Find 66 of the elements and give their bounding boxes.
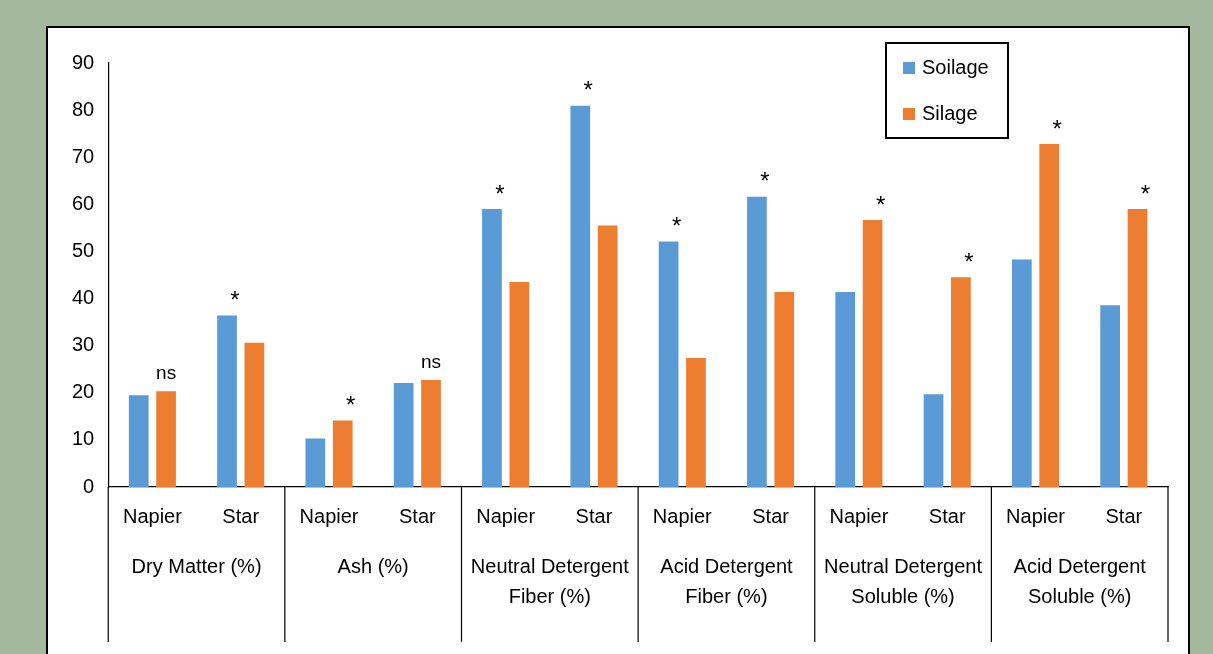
x-tick-label: Star [928, 504, 966, 527]
bar [570, 105, 591, 487]
x-tick-label: Napier [299, 504, 359, 527]
bar [597, 225, 618, 487]
text: Acid Detergent Soluble (%) [1013, 554, 1147, 607]
y-tick-label: 0 [83, 474, 95, 497]
y-tick-label: 20 [72, 380, 95, 403]
data-label: * [875, 190, 886, 218]
x-tick-label: Star [399, 504, 437, 527]
y-tick-label: 60 [72, 191, 95, 214]
data-label: * [1140, 179, 1151, 207]
data-label: ns [156, 362, 177, 384]
data-label: ns [420, 350, 442, 372]
bar [1011, 259, 1032, 487]
data-label: * [230, 286, 240, 314]
bar [862, 219, 883, 487]
text: Neutral Detergent Fiber (%) [470, 554, 630, 607]
bar [217, 315, 237, 487]
bar [1127, 209, 1148, 487]
bar [774, 291, 795, 487]
x-tick-label: Star [752, 504, 790, 527]
data-label: * [964, 247, 974, 275]
x-tick-label: Star [222, 504, 260, 527]
text: Ash (%) [337, 554, 409, 577]
bar [244, 342, 265, 487]
x-tick-label: Napier [122, 504, 183, 527]
bar [835, 291, 856, 487]
text: Neutral Detergent Soluble (%) [824, 554, 983, 607]
y-tick-label: 80 [72, 97, 95, 120]
bar [332, 420, 353, 487]
y-tick-label: 30 [72, 333, 95, 356]
bar [482, 209, 502, 487]
data-label: * [1052, 114, 1062, 142]
x-tick-label: Napier [1006, 504, 1066, 527]
x-tick-label: Star [1105, 504, 1143, 527]
bar [686, 357, 706, 487]
y-tick-label: 90 [72, 50, 95, 73]
bar [658, 241, 679, 487]
bar [747, 196, 767, 487]
x-tick-label: Napier [652, 504, 713, 527]
x-tick-label: Star [575, 504, 613, 527]
x-tick-label: Napier [829, 504, 889, 527]
bar [305, 438, 326, 487]
legend-label: Silage [922, 101, 978, 124]
y-tick-label: 50 [72, 238, 95, 261]
bar [1100, 305, 1121, 487]
bar [951, 277, 971, 487]
y-tick-label: 40 [72, 286, 95, 309]
bar [923, 394, 944, 487]
bar [509, 282, 530, 487]
bar [128, 395, 149, 487]
bar [421, 380, 441, 487]
data-label: * [346, 391, 356, 419]
data-label: * [671, 212, 682, 240]
bar [393, 382, 414, 487]
bar [156, 391, 176, 487]
text: Dry Matter (%) [131, 554, 262, 577]
data-label: * [495, 179, 505, 207]
x-tick-label: Napier [476, 504, 536, 527]
text: Acid Detergent Fiber (%) [660, 554, 794, 607]
legend-label: Soilage [922, 55, 989, 78]
data-label: * [583, 76, 593, 104]
y-tick-label: 10 [72, 427, 95, 450]
y-tick-label: 70 [72, 144, 95, 167]
bar [1039, 144, 1060, 487]
data-label: * [760, 167, 770, 195]
